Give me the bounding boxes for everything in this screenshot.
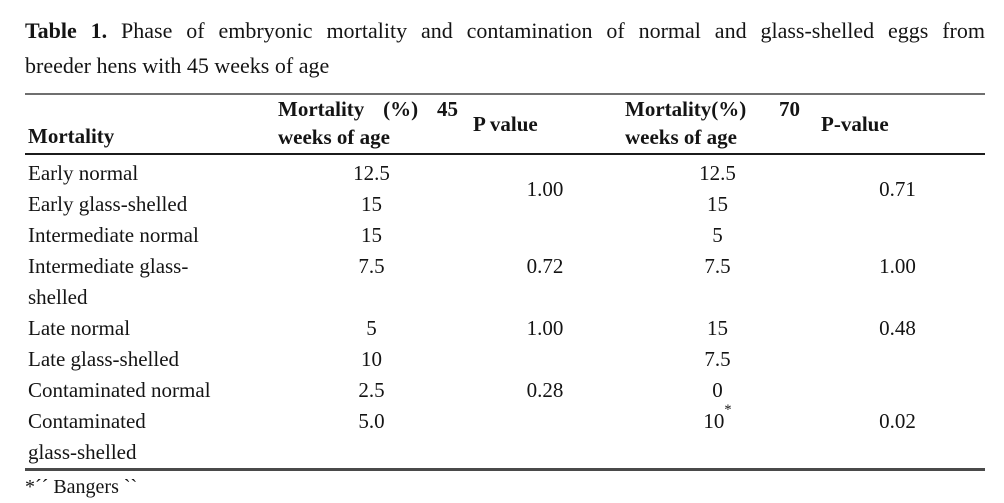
header-mortality-45: Mortality (%) 45 weeks of age [278,97,458,149]
header-mortality: Mortality [28,124,115,148]
table-row: Late normal 5 1.00 15 0.48 [25,313,985,344]
row-label: Intermediate glass- shelled [28,254,189,309]
cell-p-value-45: 1.00 [526,316,564,340]
header-p-value-70: P-value [821,111,889,136]
cell-mortality-45: 7.5 [358,254,385,278]
row-label: Early normal [28,161,139,185]
row-label: Contaminated normal [28,378,211,402]
caption-text: Phase of embryonic mortality and contami… [121,18,985,43]
cell-p-value-70: 0.71 [879,176,916,201]
row-label: Late glass-shelled [28,347,180,371]
cell-p-value-70: 0.48 [879,316,916,340]
cell-p-value-70 [810,344,985,375]
caption-line1: Table 1. Phase of embryonic mortality an… [25,13,985,48]
table-body: Early normal 12.5 1.00 12.5 0.71 Early g… [25,154,985,470]
header-p-value-45: P value [473,111,538,136]
cell-p-value-45: 1.00 [526,176,564,201]
table-row: Intermediate glass- shelled 7.5 7.5 [25,251,985,313]
cell-p-value-70: 1.00 [879,254,916,278]
mortality-table: Mortality Mortality (%) 45 weeks of age … [25,93,985,471]
header-mortality-70: Mortality(%) 70 weeks of age [625,97,800,149]
cell-mortality-70: 7.5 [704,347,731,371]
table-caption: Table 1. Phase of embryonic mortality an… [25,13,985,83]
table-row: Early glass-shelled 15 15 [25,189,985,220]
cell-mortality-70: 5 [712,223,723,247]
row-label: Contaminated glass-shelled [28,409,146,464]
cell-mortality-70: 15 [707,192,728,216]
cell-p-value-45: 0.28 [526,378,564,402]
cell-mortality-45: 15 [361,223,382,247]
table-footnote: *´´ Bangers `` [25,476,138,498]
cell-p-value-45 [465,406,625,470]
cell-mortality-45: 10 [361,347,382,371]
table-row: Intermediate normal 15 0.72 5 1.00 [25,220,985,278]
caption-line2: breeder hens with 45 weeks of age [25,53,330,78]
cell-p-value-45 [465,344,625,375]
row-label: Intermediate normal [28,223,199,247]
cell-mortality-70: 0 [712,378,723,402]
row-label: Late normal [28,316,131,340]
table-row: Late glass-shelled 10 7.5 [25,344,985,375]
table-row: Contaminated glass-shelled 5.0 10* 0.02 [25,401,985,470]
row-label: Early glass-shelled [28,192,188,216]
table-row: Early normal 12.5 1.00 12.5 0.71 [25,154,985,201]
cell-mortality-70: 7.5 [704,254,731,278]
caption-table-number: Table 1. [25,18,108,43]
table-row: Contaminated normal 2.5 0.28 0 [25,375,985,406]
cell-p-value-70: 0.02 [879,409,916,433]
table-header: Mortality Mortality (%) 45 weeks of age … [25,94,985,154]
cell-p-value-45: 0.72 [526,254,564,278]
cell-p-value-70 [810,375,985,406]
cell-mortality-45: 5.0 [358,409,385,433]
cell-mortality-70: 10* [703,401,732,433]
cell-mortality-45: 5 [366,316,377,340]
cell-mortality-70: 15 [707,316,728,340]
cell-mortality-45: 2.5 [358,378,385,402]
cell-mortality-45: 12.5 [353,161,390,185]
cell-mortality-70: 12.5 [699,161,736,185]
cell-mortality-45: 15 [361,192,382,216]
